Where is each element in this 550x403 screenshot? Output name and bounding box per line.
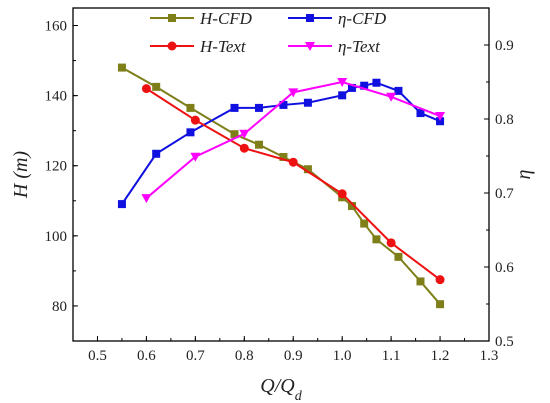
series-η-CFD	[117, 78, 445, 209]
data-point	[435, 275, 445, 285]
legend-marker	[168, 14, 176, 22]
legend-label: H-CFD	[199, 9, 253, 28]
x-tick-label: 0.8	[235, 348, 254, 364]
data-point	[230, 130, 239, 139]
legend-label: η-CFD	[338, 9, 387, 28]
data-point	[416, 277, 425, 286]
x-tick-label: 0.7	[186, 348, 205, 364]
legend-marker	[305, 42, 315, 51]
data-point	[141, 194, 152, 204]
data-point	[254, 140, 263, 149]
data-point	[141, 84, 151, 94]
legend-marker	[306, 14, 314, 22]
x-tick-label: 1.2	[431, 348, 450, 364]
data-point	[288, 157, 298, 167]
data-point	[152, 149, 161, 158]
data-point	[117, 63, 126, 72]
data-point	[416, 109, 425, 118]
data-point	[347, 83, 356, 92]
x-tick-label: 1.1	[382, 348, 401, 364]
data-point	[347, 202, 356, 211]
data-point	[230, 103, 239, 112]
data-point	[435, 112, 446, 122]
y-right-tick-label: 0.6	[495, 260, 514, 276]
data-point	[279, 100, 288, 109]
data-point	[152, 82, 161, 91]
data-point	[117, 200, 126, 209]
data-point	[386, 238, 396, 248]
data-point	[436, 117, 445, 126]
data-point	[190, 115, 200, 125]
legend-item: H-Text	[150, 37, 247, 56]
y-left-tick-label: 140	[45, 89, 68, 105]
data-point	[360, 81, 369, 90]
x-tick-label: 0.5	[88, 348, 107, 364]
series-line	[145, 87, 441, 281]
data-point	[303, 165, 312, 174]
legend-item: H-CFD	[150, 9, 253, 28]
series-H-CFD	[117, 63, 445, 309]
chart-axes: 0.5 0.6 0.7 0.8 0.9 1.0 1.1 1.2 1.3 80 100 120 140 16…	[10, 7, 535, 403]
data-point	[303, 98, 312, 107]
y-right-axis-title: η	[513, 169, 535, 179]
data-point	[394, 86, 403, 95]
x-tick-label: 1.3	[480, 348, 499, 364]
series-H-Text	[141, 84, 445, 285]
data-point	[360, 219, 369, 228]
chart-series	[117, 63, 446, 309]
plot-frame	[72, 7, 490, 342]
x-tick-label: 0.9	[284, 348, 303, 364]
data-point	[372, 235, 381, 244]
data-point	[337, 189, 347, 199]
chart-legend: H-CFD η-CFD H-Text η-Text	[150, 9, 387, 56]
data-point	[436, 300, 445, 309]
y-left-tick-label: 120	[45, 159, 68, 175]
legend-item: η-CFD	[288, 9, 387, 28]
data-point	[186, 128, 195, 137]
y-right-tick-label: 0.5	[495, 334, 514, 350]
legend-item: η-Text	[288, 37, 381, 56]
x-tick-label: 0.6	[137, 348, 156, 364]
data-point	[186, 103, 195, 112]
data-point	[288, 88, 299, 98]
legend-label: H-Text	[199, 37, 247, 56]
y-right-tick-label: 0.7	[495, 186, 514, 202]
series-line	[145, 80, 441, 199]
data-point	[190, 152, 201, 162]
data-point	[386, 92, 397, 102]
data-point	[254, 103, 263, 112]
y-left-axis-title: H (m)	[10, 151, 32, 200]
data-point	[239, 129, 250, 139]
y-right-tick-label: 0.8	[495, 112, 514, 128]
legend-marker	[167, 41, 177, 51]
y-left-tick-label: 160	[45, 19, 68, 35]
data-point	[372, 78, 381, 87]
data-point	[279, 152, 288, 161]
y-left-tick-label: 80	[52, 299, 67, 315]
data-point	[239, 143, 249, 153]
data-point	[394, 252, 403, 261]
y-right-tick-label: 0.9	[495, 38, 514, 54]
data-point	[337, 78, 348, 87]
x-axis-title: Q/Qd	[260, 375, 302, 403]
legend-label: η-Text	[338, 37, 381, 56]
series-η-Text	[141, 78, 446, 204]
y-left-tick-label: 100	[45, 229, 68, 245]
data-point	[338, 91, 347, 100]
x-tick-label: 1.0	[333, 348, 352, 364]
